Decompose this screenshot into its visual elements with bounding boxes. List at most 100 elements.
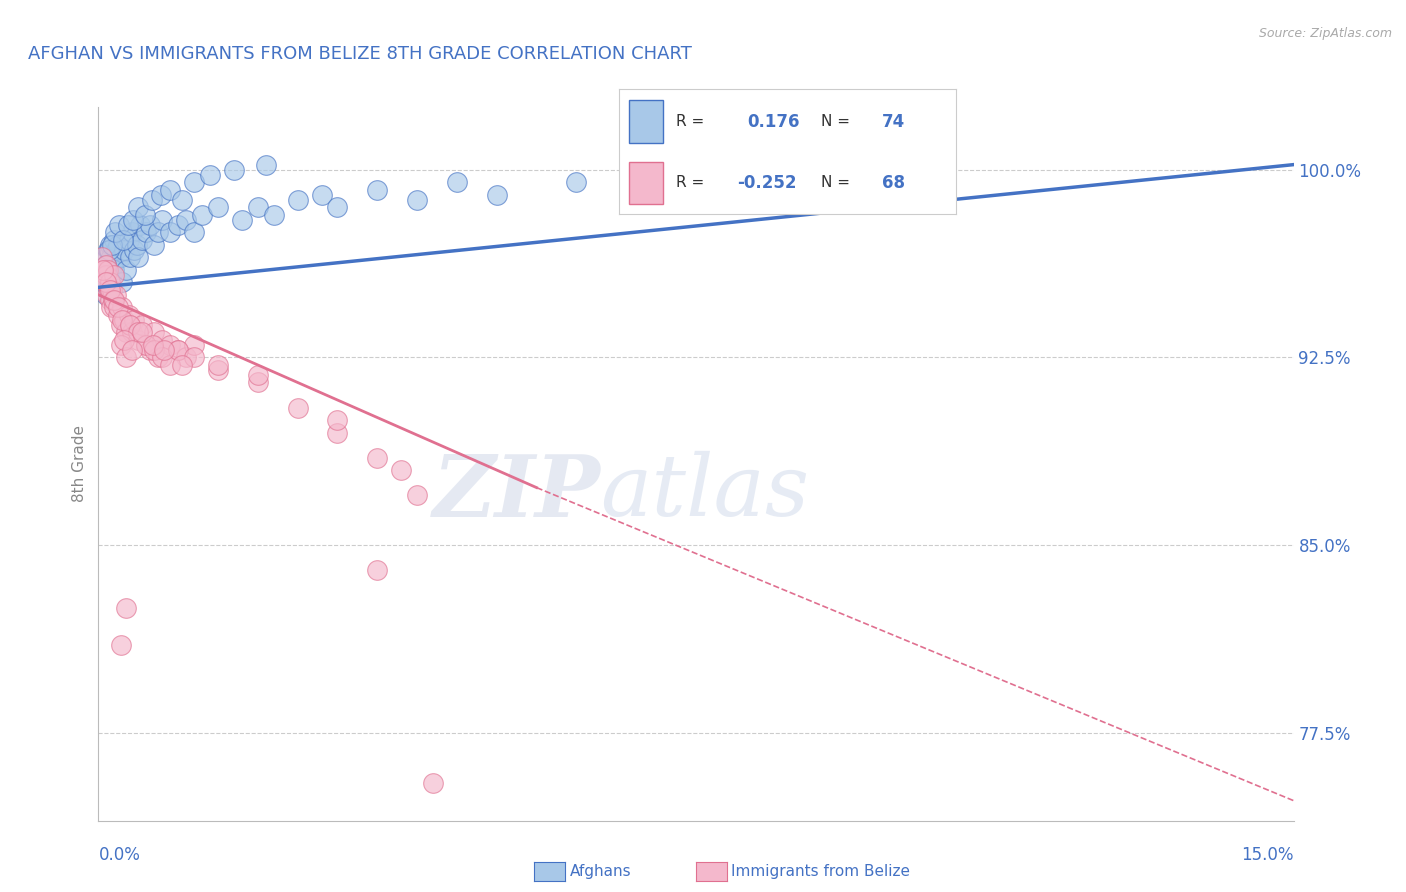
Point [112, 243, 135, 257]
Point [246, 376, 269, 390]
Point [326, 413, 349, 427]
Point [103, 233, 125, 247]
Point [174, 212, 197, 227]
Point [134, 208, 156, 222]
Point [112, 313, 135, 327]
Point [115, 326, 138, 340]
Point [94, 258, 117, 272]
Point [111, 275, 134, 289]
Point [103, 268, 125, 282]
Point [159, 358, 181, 372]
Point [101, 237, 124, 252]
Point [93, 262, 115, 277]
Point [685, 162, 707, 177]
Point [104, 243, 127, 257]
Point [246, 368, 269, 382]
Point [167, 343, 190, 357]
Bar [628, 161, 662, 204]
Point [120, 318, 142, 332]
Point [96, 288, 118, 302]
Point [389, 463, 412, 477]
Point [110, 338, 132, 352]
Point [97, 262, 120, 277]
Point [884, 150, 907, 164]
Point [96, 275, 118, 289]
Point [110, 639, 132, 653]
Point [94, 258, 117, 272]
Point [263, 208, 285, 222]
Text: 68: 68 [882, 174, 905, 192]
Point [124, 243, 146, 257]
Point [326, 200, 349, 214]
Point [108, 218, 131, 232]
Point [150, 212, 173, 227]
Point [765, 158, 787, 172]
Point [100, 250, 122, 264]
Point [143, 326, 166, 340]
Text: AFGHAN VS IMMIGRANTS FROM BELIZE 8TH GRADE CORRELATION CHART: AFGHAN VS IMMIGRANTS FROM BELIZE 8TH GRA… [28, 45, 692, 62]
Point [131, 326, 153, 340]
Point [97, 243, 120, 257]
Text: R =: R = [676, 176, 704, 190]
Point [97, 243, 120, 257]
Point [103, 301, 125, 315]
Text: Immigrants from Belize: Immigrants from Belize [731, 864, 910, 879]
Point [96, 250, 118, 264]
Point [222, 162, 245, 177]
Point [406, 488, 429, 502]
Point [94, 268, 117, 282]
Point [97, 283, 120, 297]
Point [127, 333, 149, 347]
Point [406, 193, 429, 207]
Bar [628, 101, 662, 143]
Point [107, 308, 129, 322]
Y-axis label: 8th Grade: 8th Grade [72, 425, 87, 502]
Point [172, 193, 194, 207]
Point [366, 563, 388, 577]
Point [231, 212, 253, 227]
Point [103, 293, 125, 307]
Point [101, 293, 124, 307]
Point [96, 288, 118, 302]
Point [366, 183, 388, 197]
Text: -0.252: -0.252 [737, 174, 796, 192]
Point [103, 262, 125, 277]
Point [97, 283, 120, 297]
Point [110, 250, 132, 264]
Point [94, 275, 117, 289]
Point [91, 275, 114, 289]
Point [121, 326, 143, 340]
Point [142, 338, 165, 352]
Text: N =: N = [821, 176, 851, 190]
Point [111, 313, 134, 327]
Text: Source: ZipAtlas.com: Source: ZipAtlas.com [1258, 27, 1392, 40]
Point [100, 301, 122, 315]
Point [198, 168, 221, 182]
Point [131, 318, 153, 332]
Point [135, 338, 157, 352]
Text: 15.0%: 15.0% [1241, 846, 1294, 863]
Point [159, 225, 181, 239]
Point [149, 187, 172, 202]
Text: 74: 74 [882, 112, 905, 130]
Text: atlas: atlas [600, 451, 810, 533]
Point [207, 363, 229, 377]
Point [127, 326, 149, 340]
Point [121, 343, 143, 357]
Point [446, 175, 468, 189]
Point [366, 450, 388, 465]
Point [115, 351, 138, 365]
Point [207, 358, 229, 372]
Point [110, 318, 132, 332]
Point [141, 193, 163, 207]
Point [120, 250, 142, 264]
Point [107, 301, 129, 315]
Point [127, 200, 149, 214]
Text: N =: N = [821, 114, 851, 129]
Point [131, 233, 153, 247]
Point [118, 308, 141, 322]
Point [326, 425, 349, 440]
Point [121, 212, 143, 227]
Point [311, 187, 333, 202]
Point [148, 225, 170, 239]
